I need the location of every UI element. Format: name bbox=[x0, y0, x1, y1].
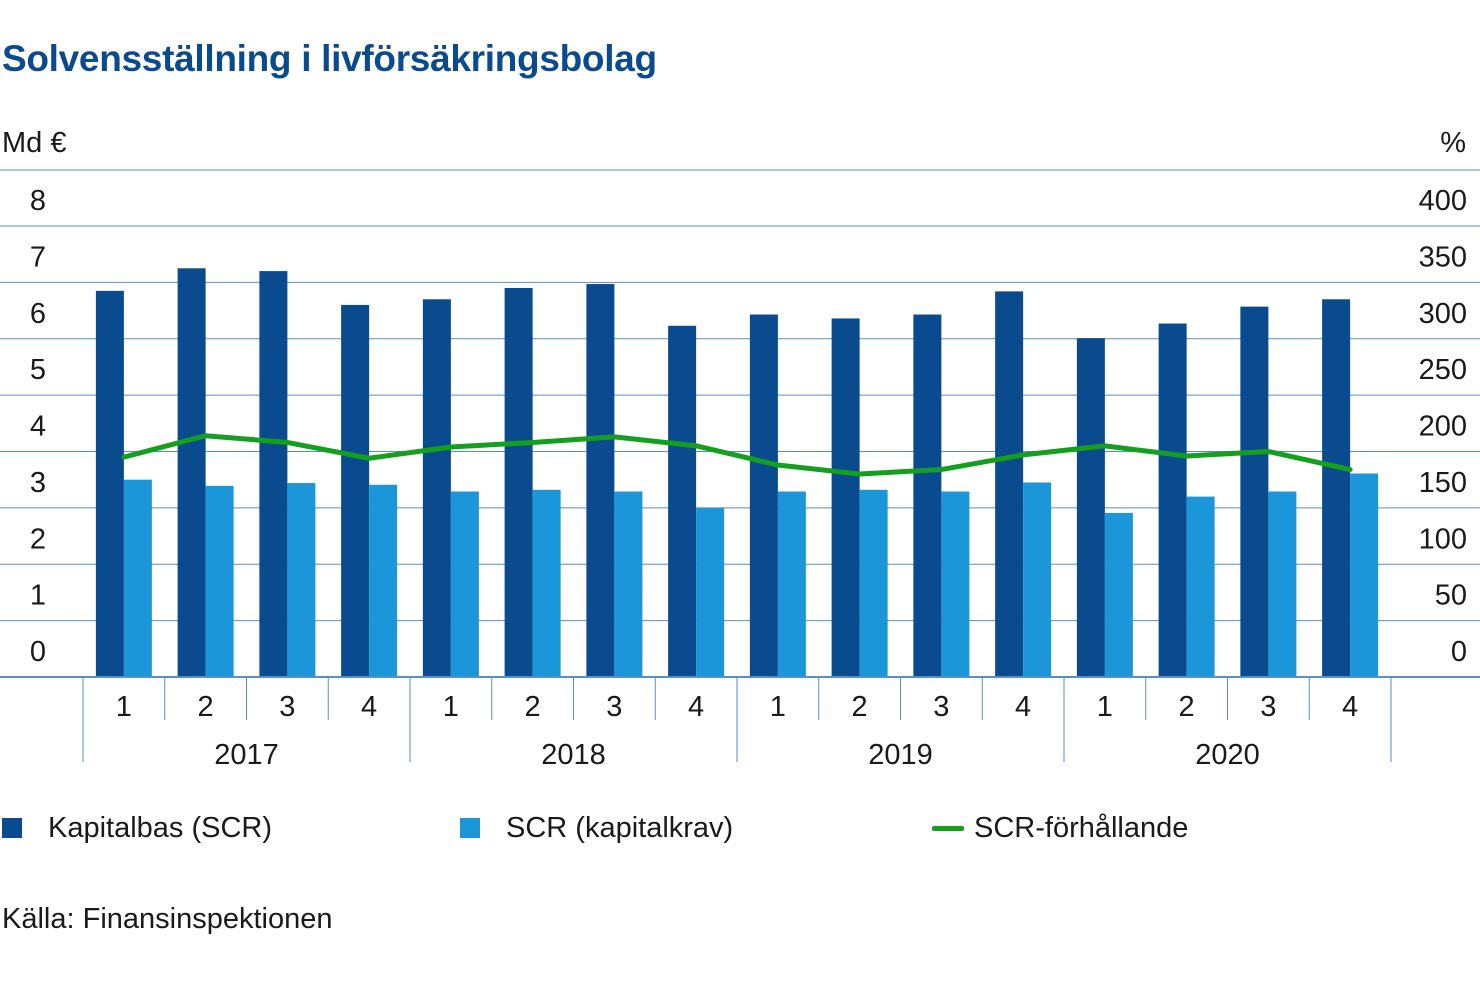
y-tick-left: 8 bbox=[30, 185, 46, 217]
x-tick-label: 4 bbox=[361, 691, 377, 723]
y-tick-left: 3 bbox=[30, 467, 46, 499]
legend-label-kapitalbas: Kapitalbas (SCR) bbox=[48, 811, 273, 844]
y-tick-right: 400 bbox=[1419, 185, 1467, 217]
bar-scr bbox=[1104, 512, 1133, 677]
bar-scr bbox=[1023, 482, 1052, 677]
x-tick-label: 2 bbox=[198, 691, 214, 723]
legend-swatch-kapitalbas bbox=[2, 818, 22, 838]
bar-scr bbox=[941, 491, 970, 677]
x-tick-label: 1 bbox=[443, 691, 459, 723]
y-tick-right: 0 bbox=[1451, 636, 1467, 668]
bar-scr bbox=[532, 489, 561, 677]
bar-scr bbox=[287, 483, 316, 677]
bar-scr bbox=[123, 479, 152, 677]
bar-kapitalbas bbox=[95, 290, 124, 677]
left-axis-unit: Md € bbox=[2, 127, 67, 159]
x-tick-label: 1 bbox=[1097, 691, 1113, 723]
y-tick-right: 100 bbox=[1419, 523, 1467, 555]
bar-scr bbox=[696, 507, 725, 677]
y-tick-left: 2 bbox=[30, 523, 46, 555]
x-tick-label: 3 bbox=[1260, 691, 1276, 723]
bar-scr bbox=[1350, 473, 1379, 677]
bar-kapitalbas bbox=[504, 288, 533, 677]
y-tick-right: 200 bbox=[1419, 411, 1467, 443]
legend-label-scr: SCR (kapitalkrav) bbox=[506, 811, 734, 844]
bar-kapitalbas bbox=[586, 284, 615, 677]
legend-swatch-scr-ratio bbox=[932, 825, 964, 831]
right-axis-unit: % bbox=[1440, 127, 1466, 159]
x-group-label: 2018 bbox=[541, 739, 606, 771]
bar-scr bbox=[614, 491, 643, 677]
y-tick-left: 5 bbox=[30, 354, 46, 386]
bar-kapitalbas bbox=[668, 325, 697, 677]
bar-scr bbox=[450, 491, 479, 677]
bar-kapitalbas bbox=[1322, 299, 1351, 677]
x-group-label: 2017 bbox=[214, 739, 279, 771]
bar-kapitalbas bbox=[1240, 306, 1269, 677]
x-tick-label: 3 bbox=[279, 691, 295, 723]
y-tick-left: 1 bbox=[30, 580, 46, 612]
chart-plot: 0 1 2 3 4 5 6 7 8 0 50 100 150 200 250 300 350 400 1 2 3 4 1 2 3… bbox=[0, 169, 1480, 771]
y-tick-right: 150 bbox=[1419, 467, 1467, 499]
x-tick-label: 4 bbox=[1342, 691, 1358, 723]
bar-scr bbox=[1268, 491, 1297, 677]
y-tick-left: 7 bbox=[30, 241, 46, 273]
legend-item-scr-ratio: SCR-förhållande bbox=[932, 810, 1188, 846]
bar-kapitalbas bbox=[831, 318, 860, 677]
y-tick-right: 300 bbox=[1419, 298, 1467, 330]
y-tick-right: 250 bbox=[1419, 354, 1467, 386]
x-tick-label: 2 bbox=[852, 691, 868, 723]
bar-scr bbox=[859, 489, 888, 677]
y-tick-right: 50 bbox=[1435, 580, 1467, 612]
bar-scr bbox=[369, 484, 398, 677]
x-tick-label: 1 bbox=[770, 691, 786, 723]
bar-scr bbox=[205, 485, 234, 677]
bar-scr bbox=[777, 491, 806, 677]
y-tick-left: 6 bbox=[30, 298, 46, 330]
legend-swatch-scr bbox=[460, 818, 480, 838]
x-group-label: 2020 bbox=[1195, 739, 1260, 771]
x-tick-label: 2 bbox=[1179, 691, 1195, 723]
bar-kapitalbas bbox=[1158, 323, 1187, 677]
legend-label-scr-ratio: SCR-förhållande bbox=[974, 811, 1189, 844]
bar-kapitalbas bbox=[995, 291, 1024, 677]
x-tick-label: 3 bbox=[606, 691, 622, 723]
y-tick-right: 350 bbox=[1419, 241, 1467, 273]
line-scr-ratio bbox=[121, 433, 1353, 477]
legend-item-scr: SCR (kapitalkrav) bbox=[460, 810, 733, 846]
bar-kapitalbas bbox=[259, 271, 288, 677]
x-tick-label: 1 bbox=[116, 691, 132, 723]
bar-kapitalbas bbox=[913, 314, 942, 677]
x-tick-label: 3 bbox=[933, 691, 949, 723]
x-tick-label: 4 bbox=[1015, 691, 1031, 723]
bar-kapitalbas bbox=[1076, 338, 1105, 677]
x-tick-label: 4 bbox=[688, 691, 704, 723]
x-group-label: 2019 bbox=[868, 739, 933, 771]
y-tick-left: 4 bbox=[30, 411, 46, 443]
bar-kapitalbas bbox=[422, 299, 451, 677]
x-tick-label: 2 bbox=[525, 691, 541, 723]
bar-kapitalbas bbox=[177, 268, 206, 677]
source-note: Källa: Finansinspektionen bbox=[2, 903, 333, 935]
bar-kapitalbas bbox=[341, 304, 370, 677]
bar-kapitalbas bbox=[749, 314, 778, 677]
legend: Kapitalbas (SCR) SCR (kapitalkrav) SCR-f… bbox=[0, 810, 1480, 850]
chart-title: Solvensställning i livförsäkringsbolag bbox=[2, 38, 657, 79]
bar-scr bbox=[1186, 496, 1215, 677]
y-tick-left: 0 bbox=[30, 636, 46, 668]
legend-item-kapitalbas: Kapitalbas (SCR) bbox=[2, 810, 272, 846]
